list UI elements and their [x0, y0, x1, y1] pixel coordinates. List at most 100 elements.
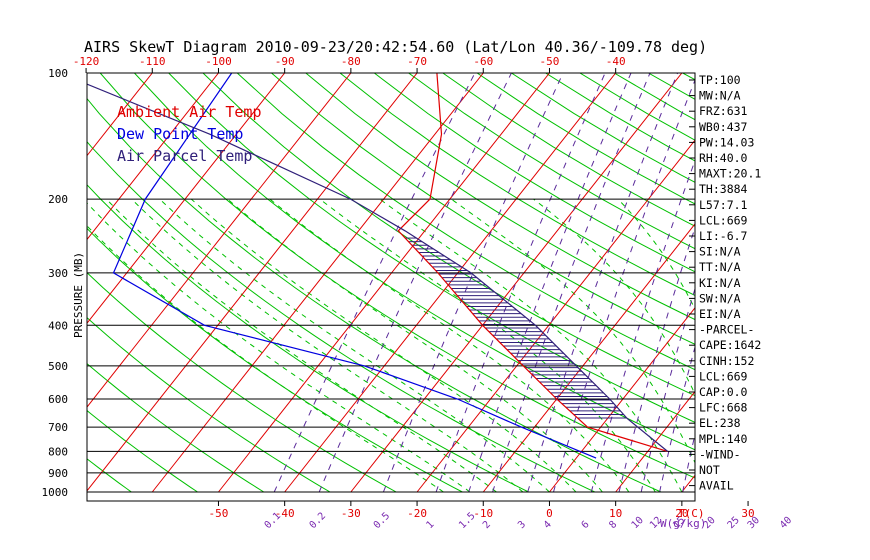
isotherm-line: [87, 73, 352, 408]
dry-adiabat-line: [87, 227, 463, 493]
temp-unit-label: T(C): [678, 507, 705, 520]
panel-stat: FRZ:631: [699, 104, 748, 118]
dry-adiabat-line: [87, 316, 331, 493]
pressure-tick-label: 100: [48, 67, 68, 80]
pressure-tick-label: 1000: [42, 486, 69, 499]
panel-stat: LCL:669: [699, 213, 748, 227]
panel-stat: L57:7.1: [699, 198, 748, 212]
dry-adiabat-line: [271, 73, 695, 345]
legend: Ambient Air Temp Dew Point Temp Air Parcel…: [117, 103, 262, 165]
top-temp-tick-label: -80: [341, 55, 361, 68]
panel-stat: CINH:152: [699, 354, 754, 368]
mixing-ratio-line: [618, 226, 695, 493]
isotherm-line: [615, 390, 695, 493]
mixing-unit-label: W(g/kg): [660, 517, 706, 530]
dry-adiabat-line: [373, 73, 695, 273]
dry-adiabat-line: [236, 73, 695, 371]
isotherm-line: [814, 73, 870, 492]
mixing-ratio-tick-label: 0.2: [308, 511, 329, 532]
pressure-tick-label: 500: [48, 360, 68, 373]
moist-adiabat-line: [269, 198, 630, 493]
mixing-ratio-tick-label: 8: [607, 519, 619, 531]
dry-adiabat-line: [87, 184, 529, 493]
dry-adiabat-line: [134, 73, 695, 451]
panel-stat: -PARCEL-: [699, 323, 754, 337]
mixing-ratio-tick-label: 2: [481, 519, 493, 531]
dry-adiabat-line: [87, 141, 596, 493]
top-temp-tick-label: -90: [275, 55, 295, 68]
dry-adiabat-line: [854, 73, 870, 492]
mixing-ratio-tick-label: 25: [726, 515, 742, 531]
y-axis-label: PRESSURE (MB): [72, 252, 85, 338]
dry-adiabat-line: [820, 73, 870, 492]
dry-adiabat-line: [99, 73, 695, 479]
mixing-ratio-tick-label: 1: [424, 519, 436, 531]
isotherm-lines: [87, 73, 870, 493]
isotherm-line: [748, 73, 870, 492]
legend-entry: Ambient Air Temp: [117, 103, 262, 121]
mixing-ratio-line: [468, 73, 632, 493]
mixing-ratio-tick-label: 0.5: [372, 511, 393, 532]
bottom-temp-tick-label: 30: [741, 507, 754, 520]
bottom-temp-tick-label: -20: [407, 507, 427, 520]
isotherm-line: [549, 306, 695, 493]
pressure-tick-label: 600: [48, 393, 68, 406]
panel-stat: RH:40.0: [699, 151, 748, 165]
isotherm-line: [350, 73, 683, 493]
mixing-ratio-tick-label: 10: [630, 515, 646, 531]
bottom-temp-tick-label: 10: [609, 507, 622, 520]
bottom-temp-tick-label: -10: [473, 507, 493, 520]
top-temp-tick-label: -40: [606, 55, 626, 68]
mixing-ratio-line: [640, 287, 695, 493]
panel-stat: SI:N/A: [699, 245, 741, 259]
mixing-ratio-line: [757, 73, 855, 492]
panel-stat: -WIND-: [699, 447, 741, 461]
panel-stat: EI:N/A: [699, 307, 741, 321]
panel-stat: MPL:140: [699, 432, 748, 446]
isotherm-line: [87, 73, 219, 241]
mixing-ratio-line: [273, 73, 476, 493]
panel-stat: SW:N/A: [699, 291, 741, 305]
legend-entry: Dew Point Temp: [117, 125, 243, 143]
bottom-temp-tick-labels: -50 -40 -30 -20 -10 0 10 20 30: [209, 501, 755, 520]
pressure-tick-label: 700: [48, 421, 68, 434]
panel-stat: PW:14.03: [699, 135, 754, 149]
bottom-temp-tick-label: -40: [275, 507, 295, 520]
mixing-ratio-line: [553, 78, 695, 493]
isotherm-line: [87, 73, 418, 492]
pressure-tick-labels: 100 200 300 400 500 600 700 800 900 1000: [42, 67, 69, 499]
pressure-tick-label: 200: [48, 193, 68, 206]
mixing-ratio-line: [659, 345, 695, 493]
dry-adiabat-line: [408, 73, 695, 250]
dry-adiabat-line: [786, 73, 870, 492]
bottom-temp-tick-label: 0: [546, 507, 553, 520]
dry-adiabat-line: [751, 73, 870, 492]
panel-stat: MW:N/A: [699, 89, 741, 103]
dry-adiabat-line: [87, 97, 662, 493]
mixing-ratio-tick-label: 40: [778, 515, 794, 531]
dewpoint-line: [112, 73, 597, 459]
isotherm-line: [482, 223, 695, 493]
mixing-ratio-line: [435, 73, 606, 493]
pressure-tick-label: 800: [48, 445, 68, 458]
dry-adiabat-line: [168, 73, 695, 423]
panel-stat: EL:238: [699, 416, 741, 430]
moist-adiabat-line: [617, 198, 695, 311]
isotherm-line: [284, 73, 617, 493]
dry-adiabat-line: [87, 409, 198, 493]
ambient-temp-line: [397, 73, 668, 452]
dry-adiabat-line: [648, 73, 695, 100]
dry-adiabat-line: [339, 73, 695, 297]
panel-stat: LFC:668: [699, 401, 748, 415]
moist-adiabat-line: [752, 199, 814, 492]
panel-stat: TT:N/A: [699, 260, 741, 274]
moist-adiabat-line: [801, 199, 840, 492]
top-temp-tick-labels: -120 -110 -100 -90 -80 -70 -60 -50 -40: [73, 55, 626, 73]
chart-title: AIRS SkewT Diagram 2010-09-23/20:42:54.6…: [84, 38, 707, 56]
mixing-ratio-lines: [273, 73, 855, 493]
panel-stat: NOT: [699, 463, 720, 477]
moist-adiabat-line: [87, 202, 471, 493]
dry-adiabat-line: [87, 272, 397, 493]
isotherm-line: [87, 73, 153, 157]
isotherm-line: [151, 73, 484, 493]
